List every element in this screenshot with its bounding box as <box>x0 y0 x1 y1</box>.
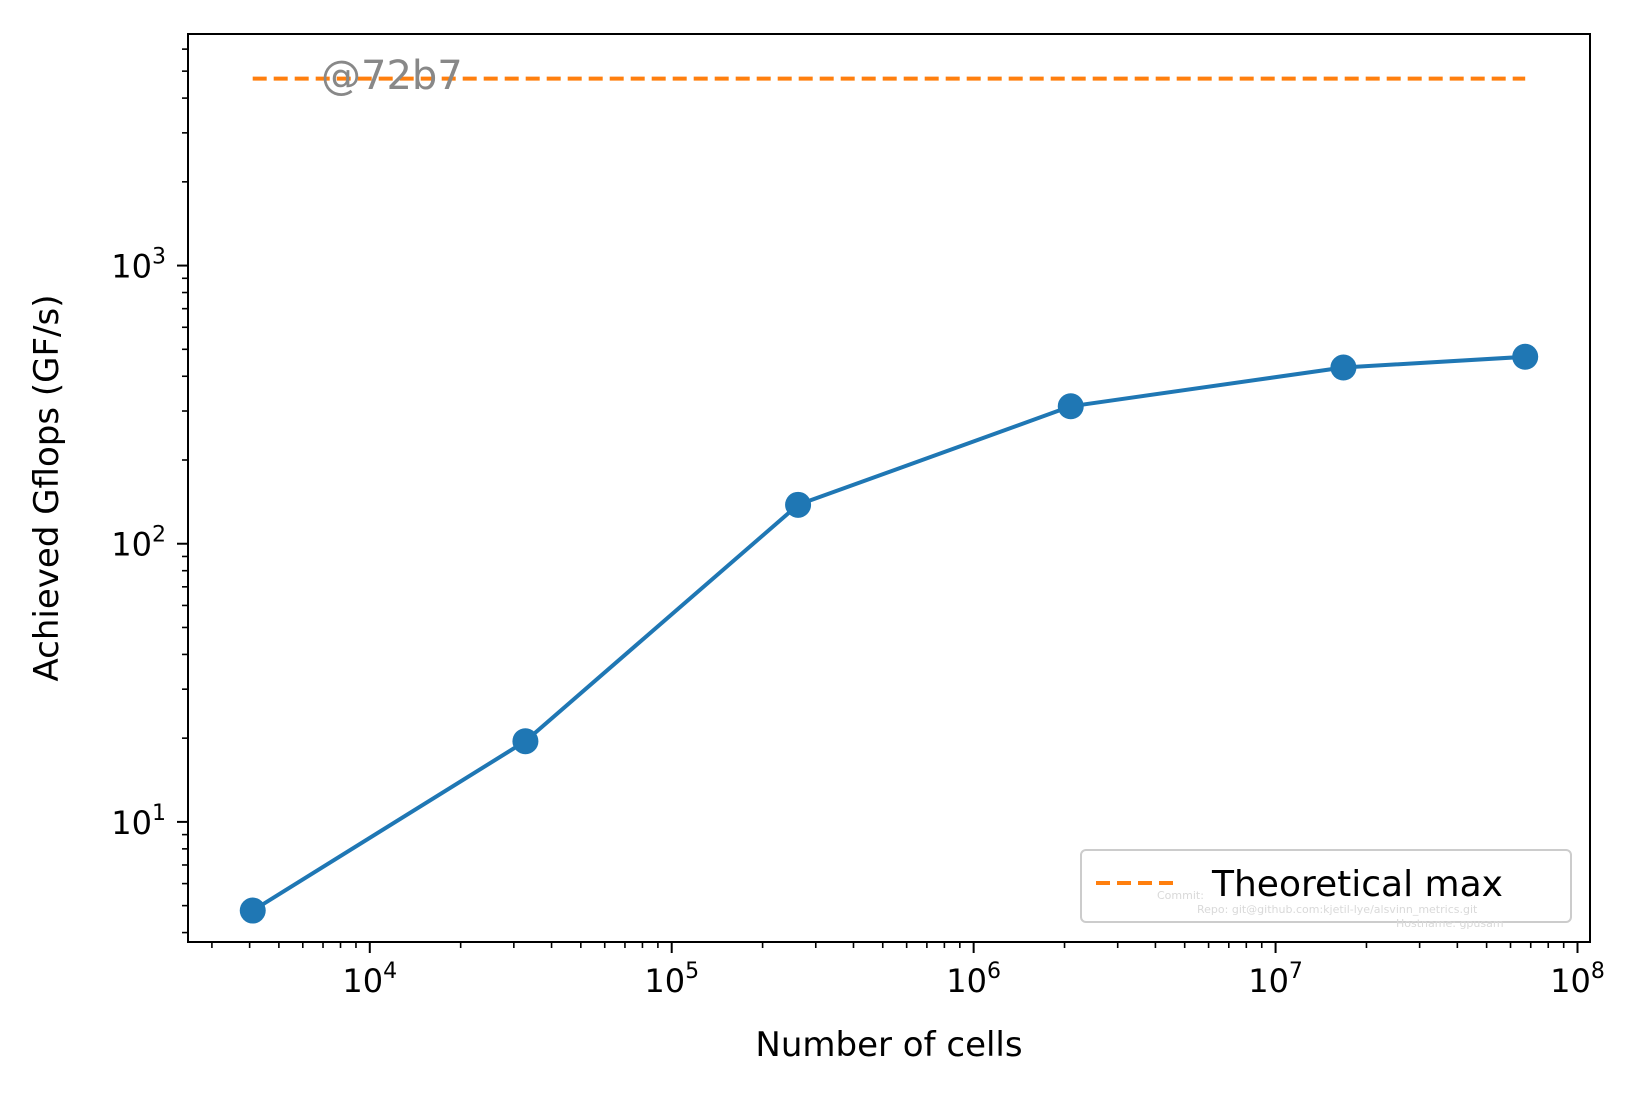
series-layer <box>239 76 1539 924</box>
watermark-text: @72b7 <box>321 53 463 99</box>
x-major-ticks: 104 105 106 107 108 <box>342 942 1605 1000</box>
faint-repo-text: Repo: git@github.com:kjetil-lye/alsvinn_… <box>1197 903 1478 916</box>
x-tick-label: 105 <box>644 959 699 1000</box>
x-tick-label: 107 <box>1248 959 1303 1000</box>
data-point <box>239 897 266 924</box>
legend: Theoretical max Commit: Repo: git@github… <box>1080 849 1572 930</box>
x-axis-title: Number of cells <box>755 1025 1022 1065</box>
data-point <box>1512 343 1539 370</box>
data-point <box>1330 354 1357 381</box>
legend-label-theoretical-max: Theoretical max <box>1211 864 1503 905</box>
y-tick-label: 102 <box>111 523 166 564</box>
faint-commit-text: Commit: <box>1157 889 1204 902</box>
y-tick-label: 103 <box>111 245 166 286</box>
data-point <box>512 728 539 755</box>
x-tick-label: 108 <box>1550 959 1605 1000</box>
series-line-0 <box>251 354 1526 913</box>
data-point <box>1057 393 1084 420</box>
faint-hostname-text: Hostname: gpusam <box>1396 917 1504 930</box>
plot-area-frame <box>187 33 1591 943</box>
y-tick-label: 101 <box>111 801 166 842</box>
data-point <box>785 491 812 518</box>
legend-box <box>1080 849 1572 923</box>
x-tick-label: 106 <box>946 959 1001 1000</box>
y-axis-title: Achieved Gflops (GF/s) <box>27 295 67 682</box>
x-tick-label: 104 <box>342 959 397 1000</box>
y-major-ticks: 101 102 103 <box>111 245 188 842</box>
